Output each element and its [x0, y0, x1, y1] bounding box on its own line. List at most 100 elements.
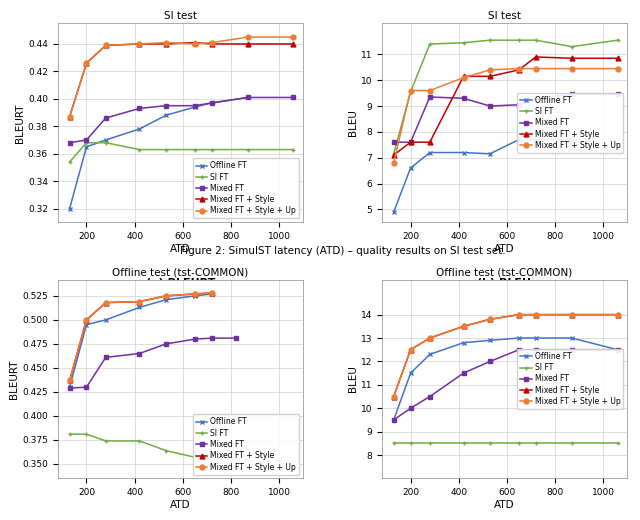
Line: Offline FT: Offline FT — [67, 95, 250, 211]
Line: Offline FT: Offline FT — [67, 292, 214, 389]
Mixed FT + Style + Up — [102, 300, 109, 306]
Mixed FT + Style — [407, 347, 415, 353]
Mixed FT + Style — [136, 298, 143, 305]
SI FT — [102, 139, 109, 146]
Legend: Offline FT, SI FT, Mixed FT, Mixed FT + Style, Mixed FT + Style + Up: Offline FT, SI FT, Mixed FT, Mixed FT + … — [517, 349, 623, 409]
SI FT — [614, 440, 621, 447]
Mixed FT + Style — [614, 311, 621, 318]
Line: Mixed FT: Mixed FT — [67, 336, 238, 391]
Offline FT — [568, 335, 575, 341]
Offline FT — [426, 352, 434, 358]
SI FT — [191, 454, 198, 460]
SI FT — [390, 440, 397, 447]
SI FT — [486, 440, 494, 447]
Mixed FT + Style + Up — [532, 66, 540, 72]
Mixed FT + Style — [191, 291, 198, 297]
SI FT — [515, 37, 523, 43]
Offline FT — [191, 104, 198, 110]
SI FT — [568, 440, 575, 447]
Mixed FT — [532, 95, 540, 101]
Offline FT — [83, 144, 90, 150]
SI FT — [407, 440, 415, 447]
Line: Mixed FT + Style + Up: Mixed FT + Style + Up — [67, 35, 296, 119]
Mixed FT — [191, 336, 198, 342]
Line: Mixed FT + Style + Up: Mixed FT + Style + Up — [391, 66, 620, 165]
Mixed FT — [208, 100, 216, 106]
SI FT — [208, 454, 216, 460]
Mixed FT + Style — [515, 311, 523, 318]
Mixed FT + Style — [83, 317, 90, 323]
SI FT — [66, 159, 74, 165]
Text: (b) BLEU: (b) BLEU — [477, 278, 531, 288]
Mixed FT + Style — [426, 139, 434, 145]
Mixed FT + Style — [532, 54, 540, 60]
Mixed FT + Style + Up — [66, 113, 74, 120]
Mixed FT + Style — [208, 41, 216, 47]
Mixed FT — [515, 347, 523, 353]
Offline FT — [614, 347, 621, 353]
Mixed FT + Style — [162, 41, 170, 47]
Mixed FT + Style — [244, 41, 252, 47]
Mixed FT + Style + Up — [407, 347, 415, 353]
Line: Mixed FT + Style: Mixed FT + Style — [67, 40, 296, 119]
X-axis label: ATD: ATD — [494, 244, 515, 254]
Line: Mixed FT + Style: Mixed FT + Style — [391, 312, 620, 399]
SI FT — [162, 147, 170, 153]
SI FT — [290, 147, 298, 153]
Line: Mixed FT + Style + Up: Mixed FT + Style + Up — [67, 291, 214, 383]
Mixed FT + Style — [290, 41, 298, 47]
SI FT — [407, 89, 415, 95]
Mixed FT + Style + Up — [390, 160, 397, 166]
Mixed FT + Style + Up — [390, 394, 397, 400]
Mixed FT + Style + Up — [486, 67, 494, 73]
SI FT — [568, 44, 575, 50]
Mixed FT + Style — [460, 73, 467, 80]
Mixed FT — [515, 101, 523, 108]
Mixed FT — [568, 347, 575, 353]
Mixed FT + Style + Up — [426, 87, 434, 94]
Mixed FT + Style — [460, 323, 467, 330]
X-axis label: ATD: ATD — [170, 244, 191, 254]
Line: SI FT: SI FT — [67, 432, 214, 460]
Mixed FT + Style + Up — [568, 311, 575, 318]
Offline FT — [191, 293, 198, 299]
Mixed FT — [486, 103, 494, 109]
Mixed FT + Style — [407, 139, 415, 145]
Offline FT — [136, 304, 143, 310]
Mixed FT + Style + Up — [532, 311, 540, 318]
Offline FT — [66, 384, 74, 390]
Mixed FT + Style — [390, 394, 397, 400]
Mixed FT — [614, 92, 621, 98]
Mixed FT + Style — [102, 300, 109, 306]
Text: Figure 2: SimulST latency (ATD) – quality results on SI test set.: Figure 2: SimulST latency (ATD) – qualit… — [180, 246, 505, 256]
Offline FT — [515, 136, 523, 142]
Offline FT — [532, 335, 540, 341]
Mixed FT — [83, 137, 90, 143]
Line: Mixed FT + Style + Up: Mixed FT + Style + Up — [391, 312, 620, 399]
SI FT — [208, 147, 216, 153]
Line: Mixed FT: Mixed FT — [391, 92, 620, 145]
SI FT — [191, 147, 198, 153]
Offline FT — [460, 149, 467, 155]
Offline FT — [460, 340, 467, 346]
SI FT — [460, 40, 467, 46]
Offline FT — [244, 94, 252, 100]
Mixed FT + Style + Up — [614, 311, 621, 318]
Mixed FT — [83, 384, 90, 390]
Mixed FT + Style + Up — [83, 317, 90, 323]
SI FT — [66, 431, 74, 437]
Mixed FT + Style — [568, 311, 575, 318]
Legend: Offline FT, SI FT, Mixed FT, Mixed FT + Style, Mixed FT + Style + Up: Offline FT, SI FT, Mixed FT, Mixed FT + … — [193, 158, 300, 218]
Mixed FT + Style + Up — [460, 323, 467, 330]
Mixed FT + Style + Up — [162, 293, 170, 299]
Line: Offline FT: Offline FT — [391, 137, 574, 214]
Mixed FT — [102, 115, 109, 121]
Mixed FT + Style — [515, 67, 523, 73]
Mixed FT — [66, 385, 74, 391]
Mixed FT + Style — [191, 40, 198, 46]
SI FT — [614, 37, 621, 43]
Mixed FT + Style + Up — [426, 335, 434, 341]
Line: SI FT: SI FT — [391, 441, 620, 446]
Y-axis label: BLEURT: BLEURT — [9, 359, 19, 399]
Mixed FT — [407, 405, 415, 411]
